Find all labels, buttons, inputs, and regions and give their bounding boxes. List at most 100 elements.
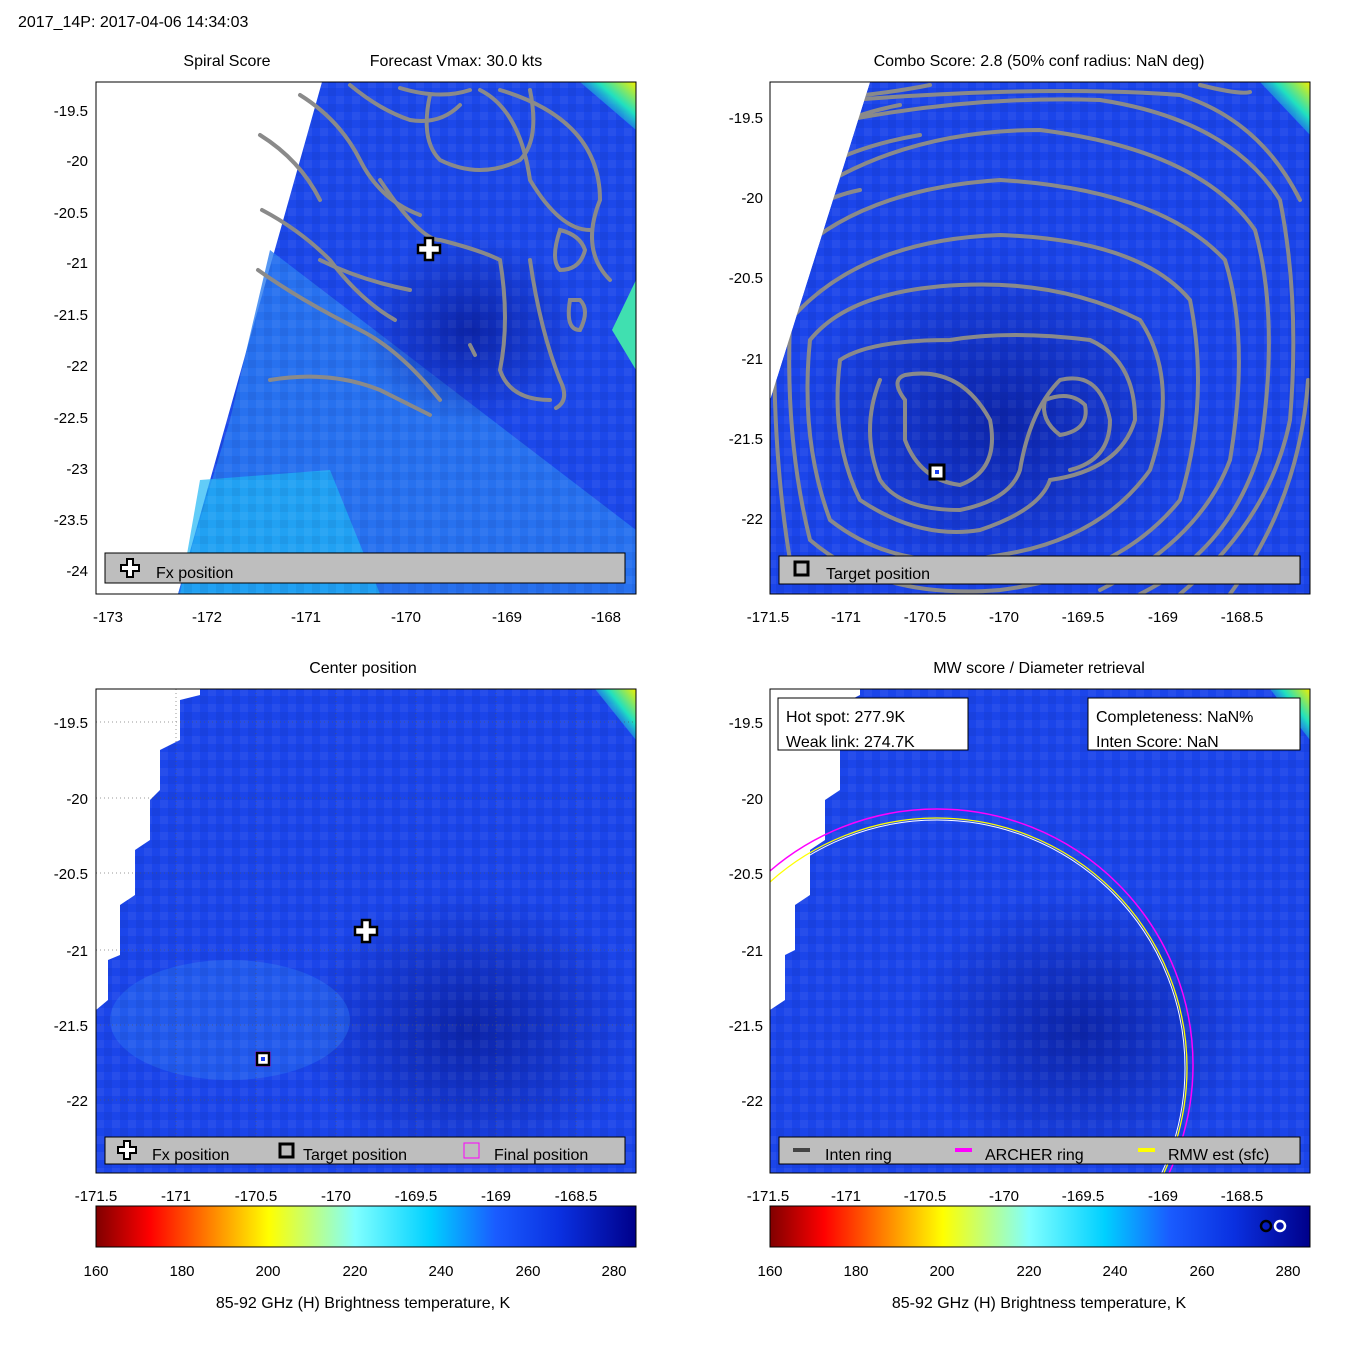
panel4-xtick-3: -170 [989,1188,1019,1205]
colorbar-left: 160 180 200 220 240 260 280 85-92 GHz (H… [83,1205,637,1312]
panel2-xtick-5: -169 [1148,609,1178,626]
panel4-xtick-0: -171.5 [747,1188,790,1205]
colorbar-hot-spot-marker [1273,1219,1287,1233]
panel3-legend-final: Final position [494,1147,588,1164]
panel1-ytick-8: -23.5 [54,512,88,529]
panel4-ytick-1: -20 [741,791,763,808]
panel3-x-ticks: -171.5 -171 -170.5 -170 -169.5 -169 -168… [75,1188,598,1205]
panel2-legend: Target position [778,555,1301,585]
panel1-y-ticks: -19.5 -20 -20.5 -21 -21.5 -22 -22.5 -23 … [54,103,88,580]
panel3-xtick-3: -170 [321,1188,351,1205]
panel3-xtick-5: -169 [481,1188,511,1205]
panel1-xtick-5: -168 [591,609,621,626]
panel-spiral-score: Spiral Score Forecast Vmax: 30.0 kts [54,53,637,626]
colorbar-left-tick-0: 160 [83,1263,108,1280]
panel4-hot-spot: Hot spot: 277.9K [786,709,906,726]
panel3-title: Center position [309,660,417,677]
colorbar-right-tick-3: 220 [1016,1263,1041,1280]
panel3-ytick-0: -19.5 [54,715,88,732]
panel2-ytick-4: -21.5 [729,431,763,448]
panel3-ytick-1: -20 [66,791,88,808]
panel1-ytick-6: -22.5 [54,410,88,427]
colorbar-left-tick-1: 180 [169,1263,194,1280]
panel4-ytick-0: -19.5 [729,715,763,732]
panel2-ytick-0: -19.5 [729,110,763,127]
panel3-ytick-2: -20.5 [54,866,88,883]
panel1-contours [256,83,612,417]
panel4-completeness: Completeness: NaN% [1096,709,1253,726]
panel4-legend-inten: Inten ring [825,1147,892,1164]
panel3-legend-fx: Fx position [152,1147,229,1164]
panel1-title-right: Forecast Vmax: 30.0 kts [370,53,543,70]
panel1-title-left: Spiral Score [183,53,270,70]
panel4-legend: Inten ring ARCHER ring RMW est (sfc) [778,1136,1301,1165]
panel2-ytick-5: -22 [741,511,763,528]
colorbar-right-label: 85-92 GHz (H) Brightness temperature, K [892,1295,1187,1312]
panel1-xtick-2: -171 [291,609,321,626]
panel1-legend: Fx position [104,552,626,584]
panel4-hotspot-box: Hot spot: 277.9K Weak link: 274.7K [777,697,969,751]
panel4-rmw-ring [770,817,1188,1173]
colorbar-left-tick-5: 260 [515,1263,540,1280]
colorbar-right-tick-0: 160 [757,1263,782,1280]
panel4-inten-score: Inten Score: NaN [1096,734,1219,751]
panel4-completeness-box: Completeness: NaN% Inten Score: NaN [1087,697,1301,751]
panel1-ytick-4: -21.5 [54,307,88,324]
colorbar-weak-link-marker [1259,1219,1273,1233]
panel4-title: MW score / Diameter retrieval [933,660,1145,677]
panel4-xtick-2: -170.5 [904,1188,947,1205]
panel3-xtick-2: -170.5 [235,1188,278,1205]
panel2-xtick-3: -170 [989,609,1019,626]
panel3-ytick-3: -21 [66,943,88,960]
panel2-xtick-0: -171.5 [747,609,790,626]
colorbar-left-tick-2: 200 [255,1263,280,1280]
panel1-xtick-1: -172 [192,609,222,626]
panel4-legend-rmw: RMW est (sfc) [1168,1147,1269,1164]
panel1-ytick-3: -21 [66,255,88,272]
colorbar-left-tick-3: 220 [342,1263,367,1280]
panel4-xtick-5: -169 [1148,1188,1178,1205]
panel1-ytick-7: -23 [66,461,88,478]
panel3-y-ticks: -19.5 -20 -20.5 -21 -21.5 -22 [54,715,88,1110]
panel3-xtick-4: -169.5 [395,1188,438,1205]
panel4-legend-archer: ARCHER ring [985,1147,1084,1164]
colorbar-right: 160 180 200 220 240 260 280 85-92 GHz (H… [757,1205,1311,1312]
panel2-x-ticks: -171.5 -171 -170.5 -170 -169.5 -169 -168… [747,609,1264,626]
panel4-ytick-3: -21 [741,943,763,960]
panel3-ytick-5: -22 [66,1093,88,1110]
panel4-x-ticks: -171.5 -171 -170.5 -170 -169.5 -169 -168… [747,1188,1264,1205]
figure-header: 2017_14P: 2017-04-06 14:34:03 [18,14,249,31]
panel1-ytick-9: -24 [66,563,88,580]
panel3-fx-marker [353,918,379,944]
panel1-legend-label: Fx position [156,565,233,582]
colorbar-left-tick-4: 240 [428,1263,453,1280]
panel1-x-ticks: -173 -172 -171 -170 -169 -168 [93,609,621,626]
panel3-xtick-6: -168.5 [555,1188,598,1205]
panel2-xtick-6: -168.5 [1221,609,1264,626]
panel2-title: Combo Score: 2.8 (50% conf radius: NaN d… [874,53,1205,70]
panel2-legend-label: Target position [826,566,930,583]
colorbar-right-tick-2: 200 [929,1263,954,1280]
panel4-y-ticks: -19.5 -20 -20.5 -21 -21.5 -22 [729,715,763,1110]
panel1-ytick-1: -20 [66,153,88,170]
panel3-target-marker [255,1051,271,1067]
panel2-target-marker [928,463,946,481]
panel2-y-ticks: -19.5 -20 -20.5 -21 -21.5 -22 [729,110,763,528]
panel3-legend: Fx position Target position Final positi… [104,1136,626,1165]
panel4-xtick-1: -171 [831,1188,861,1205]
panel3-ytick-4: -21.5 [54,1018,88,1035]
panel1-xtick-0: -173 [93,609,123,626]
panel4-ytick-5: -22 [741,1093,763,1110]
panel1-ytick-0: -19.5 [54,103,88,120]
colorbar-left-tick-6: 280 [601,1263,626,1280]
colorbar-right-tick-6: 280 [1275,1263,1300,1280]
colorbar-right-tick-1: 180 [843,1263,868,1280]
panel1-fx-marker [416,236,442,262]
panel1-xtick-3: -170 [391,609,421,626]
panel2-xtick-4: -169.5 [1062,609,1105,626]
colorbar-right-tick-4: 240 [1102,1263,1127,1280]
panel2-xtick-1: -171 [831,609,861,626]
panel3-xtick-0: -171.5 [75,1188,118,1205]
panel3-legend-target: Target position [303,1147,407,1164]
